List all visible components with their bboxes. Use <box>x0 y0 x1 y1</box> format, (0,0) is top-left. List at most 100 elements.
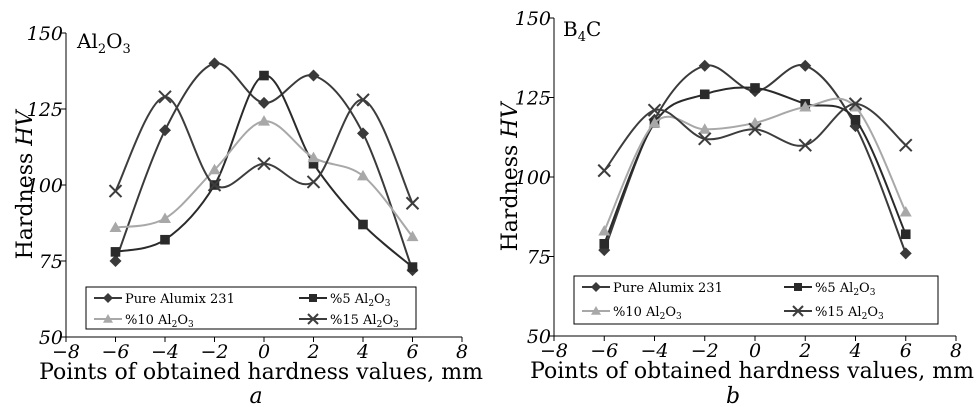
data-point <box>848 97 863 111</box>
data-point <box>899 205 912 217</box>
data-point <box>599 238 610 249</box>
data-point <box>357 127 369 140</box>
data-point <box>357 169 369 181</box>
legend-marker <box>591 306 601 315</box>
chart-panel-a: −8 −6 −4 −2 0 2 4 6 8 50 75 100 125 150 Al2O3 Hardness … <box>13 23 483 407</box>
legend-entry: %10 Al2O3 <box>582 305 682 322</box>
y-tick-label: 125 <box>27 99 63 121</box>
data-point <box>405 196 420 210</box>
y-axis-label: Hardness HV <box>13 109 38 260</box>
y-tick-label: 50 <box>39 327 63 349</box>
data-point <box>698 132 712 146</box>
data-point <box>308 158 319 169</box>
x-tick-label: −2 <box>691 340 719 362</box>
legend-label: %10 Al2O3 <box>125 313 194 330</box>
series-4 <box>108 90 420 210</box>
legend-entry: Pure Alumix 231 <box>582 281 723 296</box>
legend-entry: %5 Al2O3 <box>784 281 876 298</box>
data-point <box>109 221 122 233</box>
x-tick-label: −6 <box>590 340 618 362</box>
legend-entry: Pure Alumix 231 <box>94 292 235 307</box>
legend-marker <box>309 294 317 302</box>
x-axis-label: Points of obtained hardness values, mm <box>530 359 974 384</box>
data-point <box>699 89 710 100</box>
y-tick-label: 100 <box>27 175 63 197</box>
y-tick-label: 50 <box>527 326 551 348</box>
data-point <box>306 175 321 189</box>
data-point <box>158 90 172 104</box>
data-point <box>698 59 711 72</box>
series-2 <box>599 83 911 249</box>
y-tick-label: 150 <box>27 23 63 45</box>
data-point <box>647 103 662 117</box>
data-point <box>749 116 761 128</box>
data-point <box>109 255 122 267</box>
data-point <box>356 93 370 107</box>
legend-label: %5 Al2O3 <box>330 292 391 309</box>
x-tick-label: −2 <box>200 341 228 363</box>
x-tick-label: −4 <box>151 341 179 363</box>
x-tick-label: 6 <box>406 341 418 363</box>
panel-letter: b <box>726 384 740 407</box>
legend-entry: %5 Al2O3 <box>299 292 391 309</box>
x-tick-label: 2 <box>798 340 811 362</box>
x-tick-label: 0 <box>258 341 270 363</box>
legend-label: %15 Al2O3 <box>815 305 884 322</box>
legend-label: Pure Alumix 231 <box>125 292 235 307</box>
series-line <box>114 95 414 204</box>
legend-entry: %10 Al2O3 <box>94 313 194 330</box>
data-point <box>358 219 368 230</box>
data-point <box>748 122 762 137</box>
y-tick-label: 100 <box>515 167 551 189</box>
data-point <box>899 247 912 260</box>
data-point <box>257 157 271 171</box>
legend-box <box>573 275 939 325</box>
x-tick-label: −6 <box>101 341 129 363</box>
legend-entry: %15 Al2O3 <box>299 313 399 330</box>
legend-box <box>85 286 417 330</box>
data-point <box>799 101 812 112</box>
series-4 <box>597 97 913 178</box>
legend-label: %5 Al2O3 <box>815 281 876 298</box>
legend-marker <box>792 305 804 317</box>
chart-panel-b: −8 −6 −4 −2 0 2 4 6 8 50 75 100 125 150 B4C Hardness HV… <box>498 8 974 407</box>
data-point <box>597 163 611 178</box>
data-point <box>159 212 171 223</box>
y-tick-label: 75 <box>39 251 63 273</box>
data-point <box>849 101 862 112</box>
legend-marker <box>794 283 802 291</box>
legend-marker <box>103 293 113 303</box>
legend-label: %10 Al2O3 <box>613 305 682 322</box>
y-tick-label: 125 <box>515 88 551 110</box>
data-point <box>407 262 418 272</box>
data-point <box>208 57 221 70</box>
series-1 <box>109 57 419 277</box>
data-point <box>258 115 270 126</box>
panel-letter: a <box>249 384 262 407</box>
data-point <box>307 69 320 82</box>
x-tick-label: 8 <box>456 341 468 363</box>
x-tick-label: 6 <box>900 340 912 362</box>
panel-title: B4C <box>563 17 601 45</box>
data-point <box>108 184 123 198</box>
series-3 <box>598 97 912 236</box>
legend-marker <box>103 314 113 323</box>
data-point <box>799 59 812 72</box>
panel-title: Al2O3 <box>76 29 131 57</box>
legend-marker <box>307 313 319 325</box>
data-point <box>259 70 269 81</box>
x-tick-label: −8 <box>540 340 568 362</box>
data-point <box>598 225 611 236</box>
y-axis-label: Hardness HV <box>498 101 523 252</box>
x-tick-label: −4 <box>640 340 668 362</box>
data-point <box>698 123 711 134</box>
data-point <box>307 151 320 163</box>
x-tick-label: 8 <box>950 340 962 362</box>
data-point <box>258 96 270 109</box>
data-point <box>750 83 760 93</box>
legend-label: %15 Al2O3 <box>330 313 399 330</box>
series-3 <box>109 115 419 242</box>
data-point <box>850 114 861 125</box>
x-tick-label: 0 <box>749 340 761 362</box>
